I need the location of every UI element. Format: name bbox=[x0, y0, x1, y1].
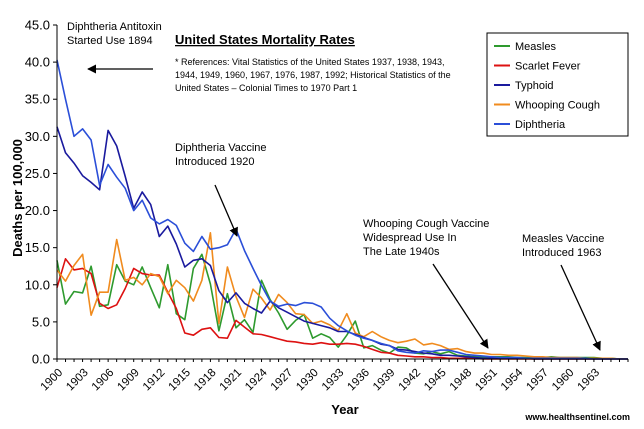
x-tick-label: 1963 bbox=[576, 367, 603, 394]
source-credit: www.healthsentinel.com bbox=[524, 412, 630, 422]
x-tick-label: 1939 bbox=[371, 367, 398, 394]
references-line-1: * References: Vital Statistics of the Un… bbox=[175, 57, 445, 67]
series-line-diphtheria bbox=[56, 59, 628, 360]
x-tick-label: 1900 bbox=[39, 367, 66, 394]
x-tick-label: 1927 bbox=[269, 367, 296, 394]
legend-label-typhoid: Typhoid bbox=[515, 80, 554, 92]
annotation-measles-vaccine-line-2: Introduced 1963 bbox=[522, 247, 602, 259]
y-tick-label: 0.0 bbox=[32, 352, 50, 367]
annotation-diphtheria-vaccine-line-1: Diphtheria Vaccine bbox=[175, 142, 267, 154]
x-tick-label: 1960 bbox=[550, 367, 577, 394]
annotation-arrow-diphtheria-vaccine bbox=[214, 184, 238, 237]
chart-title: United States Mortality Rates bbox=[175, 32, 355, 47]
x-tick-label: 1912 bbox=[141, 367, 168, 394]
annotation-whooping-cough-line-1: Whooping Cough Vaccine bbox=[363, 218, 489, 230]
y-tick-label: 15.0 bbox=[25, 240, 50, 255]
annotation-measles-vaccine-line-1: Measles Vaccine bbox=[522, 233, 604, 245]
x-tick-label: 1906 bbox=[90, 367, 117, 394]
annotation-whooping-cough-line-3: The Late 1940s bbox=[363, 246, 440, 258]
references-line-2: 1944, 1949, 1960, 1967, 1976, 1987, 1992… bbox=[175, 70, 451, 80]
x-tick-label: 1951 bbox=[473, 367, 500, 394]
x-tick-label: 1930 bbox=[294, 367, 321, 394]
legend-label-scarlet-fever: Scarlet Fever bbox=[515, 61, 581, 73]
x-tick-label: 1921 bbox=[218, 367, 245, 394]
x-tick-label: 1957 bbox=[524, 367, 551, 394]
legend-box bbox=[486, 32, 629, 137]
y-tick-label: 45.0 bbox=[25, 18, 50, 33]
annotation-arrow-measles-vaccine bbox=[560, 264, 601, 351]
annotation-diphtheria-antitoxin-line-2: Started Use 1894 bbox=[67, 35, 153, 47]
x-ticks: 1900190319061909191219151918192119241927… bbox=[39, 359, 629, 394]
x-tick-label: 1918 bbox=[192, 367, 219, 394]
references-line-3: United States – Colonial Times to 1970 P… bbox=[175, 83, 357, 93]
y-ticks: 0.0 5.0 10.0 15.0 20.0 25.0 30.0 35.0 40.0 45.0 bbox=[25, 18, 57, 367]
y-tick-label: 40.0 bbox=[25, 55, 50, 70]
legend-label-measles: Measles bbox=[515, 41, 556, 53]
x-tick-label: 1936 bbox=[345, 367, 372, 394]
x-tick-label: 1942 bbox=[397, 367, 424, 394]
x-axis-title: Year bbox=[331, 402, 358, 417]
x-tick-label: 1933 bbox=[320, 367, 347, 394]
annotation-whooping-cough-line-2: Widespread Use In bbox=[363, 232, 457, 244]
x-tick-label: 1915 bbox=[166, 367, 193, 394]
legend-label-diphtheria: Diphtheria bbox=[515, 119, 566, 131]
y-tick-label: 35.0 bbox=[25, 92, 50, 107]
y-tick-label: 5.0 bbox=[32, 314, 50, 329]
y-tick-label: 30.0 bbox=[25, 129, 50, 144]
series-line-scarlet-fever bbox=[56, 257, 628, 360]
y-axis-title: Deaths per 100,000 bbox=[10, 139, 25, 257]
annotation-diphtheria-antitoxin-line-1: Diphtheria Antitoxin bbox=[67, 21, 162, 33]
x-tick-label: 1909 bbox=[115, 367, 142, 394]
x-tick-label: 1945 bbox=[422, 367, 449, 394]
x-tick-label: 1948 bbox=[448, 367, 475, 394]
series-line-whooping-cough bbox=[56, 232, 628, 360]
axes bbox=[56, 25, 628, 360]
x-tick-label: 1954 bbox=[499, 366, 526, 393]
y-tick-label: 20.0 bbox=[25, 203, 50, 218]
x-tick-label: 1903 bbox=[64, 367, 91, 394]
y-tick-label: 10.0 bbox=[25, 277, 50, 292]
y-tick-label: 25.0 bbox=[25, 166, 50, 181]
x-tick-label: 1924 bbox=[243, 366, 270, 393]
legend-label-whooping-cough: Whooping Cough bbox=[515, 100, 600, 112]
legend: Measles Scarlet Fever Typhoid Whooping Coug… bbox=[486, 32, 629, 137]
annotation-arrow-whooping-cough bbox=[432, 263, 489, 349]
annotation-diphtheria-vaccine-line-2: Introduced 1920 bbox=[175, 156, 255, 168]
